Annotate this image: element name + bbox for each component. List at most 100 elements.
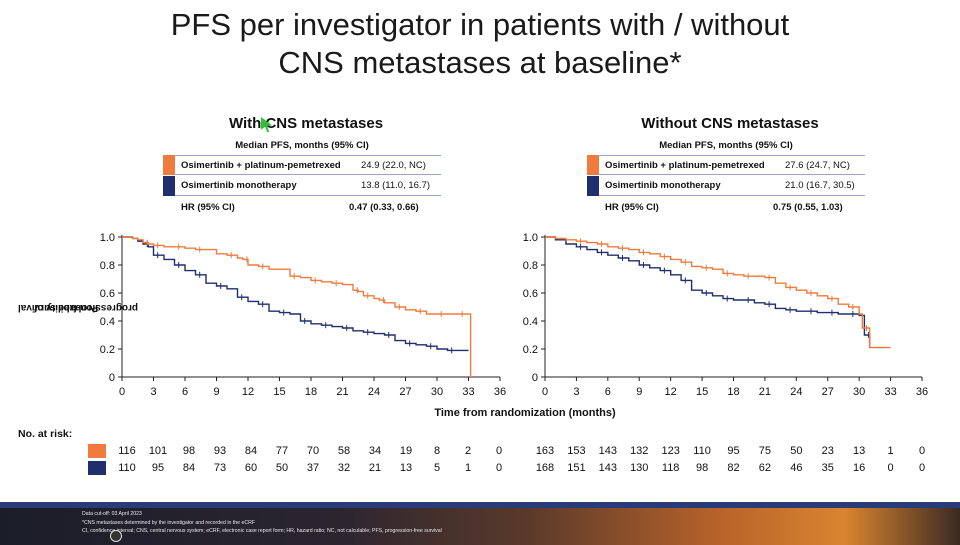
- x-axis-label: Time from randomization (months): [434, 407, 616, 419]
- km-curve-combo: [122, 236, 472, 377]
- table-row-combo: Osimertinib + platinum-pemetrexed 27.6 (…: [587, 155, 865, 175]
- x-tick-label: 3: [150, 386, 156, 398]
- y-tick-label: 1.0: [523, 232, 538, 244]
- y-tick-label: 0.2: [100, 344, 115, 356]
- risk-count: 46: [790, 462, 802, 474]
- risk-swatch-combo: [88, 444, 106, 458]
- legend-swatch-combo: [587, 155, 599, 175]
- x-tick-label: 33: [884, 386, 896, 398]
- risk-count: 50: [790, 445, 802, 457]
- risk-count: 82: [727, 462, 739, 474]
- risk-count: 13: [853, 445, 865, 457]
- y-tick-label: 0.2: [523, 344, 538, 356]
- risk-count: 37: [307, 462, 319, 474]
- median-pfs-table-with-cns: Median PFS, months (95% CI) Osimertinib …: [163, 140, 441, 220]
- risk-count: 0: [919, 462, 925, 474]
- hr-label: HR (95% CI): [181, 201, 235, 213]
- median-value: 24.9 (22.0, NC): [361, 159, 426, 171]
- y-tick-label: 0.6: [523, 288, 538, 300]
- footnote-data-cutoff: Data cut-off: 03 April 2023: [82, 511, 142, 517]
- x-tick-label: 21: [759, 386, 771, 398]
- median-value: 27.6 (24.7, NC): [785, 159, 850, 171]
- median-value: 13.8 (11.0, 16.7): [361, 180, 431, 191]
- x-tick-label: 24: [790, 386, 802, 398]
- risk-count: 123: [661, 445, 679, 457]
- risk-count: 1: [465, 462, 471, 474]
- risk-count: 98: [696, 462, 708, 474]
- table-row-mono: Osimertinib monotherapy 21.0 (16.7, 30.5…: [587, 175, 865, 196]
- risk-count: 0: [496, 462, 502, 474]
- km-curve-mono: [545, 236, 871, 348]
- x-tick-label: 27: [399, 386, 411, 398]
- x-tick-label: 36: [494, 386, 506, 398]
- table-header: Median PFS, months (95% CI): [235, 140, 369, 151]
- km-curves-svg: 00.20.40.60.81.00 3 6 9 12 15 18 21 24 27 30 33 3611…: [100, 232, 928, 474]
- x-tick-label: 18: [727, 386, 739, 398]
- risk-count: 0: [919, 445, 925, 457]
- risk-count: 0: [496, 445, 502, 457]
- risk-count: 130: [630, 462, 648, 474]
- y-tick-label: 0: [109, 372, 115, 384]
- risk-count: 23: [822, 445, 834, 457]
- footer-accent-bar: [0, 502, 960, 508]
- risk-count: 110: [693, 445, 711, 457]
- risk-swatch-mono: [88, 461, 106, 475]
- number-at-risk-label: No. at risk:: [18, 428, 73, 440]
- km-curve-mono: [122, 236, 469, 352]
- table-row-mono: Osimertinib monotherapy 13.8 (11.0, 16.7…: [163, 175, 441, 196]
- risk-count: 151: [567, 462, 585, 474]
- footer-banner: Data cut-off: 03 April 2023 *CNS metasta…: [0, 502, 960, 545]
- risk-count: 1: [888, 445, 894, 457]
- risk-count: 50: [276, 462, 288, 474]
- x-tick-label: 12: [242, 386, 254, 398]
- slide-title-line2: CNS metastases at baseline*: [278, 45, 682, 80]
- risk-count: 8: [434, 445, 440, 457]
- y-tick-label: 0: [532, 372, 538, 384]
- hr-label: HR (95% CI): [605, 201, 659, 213]
- footnote-abbreviations: CI, confidence interval; CNS, central ne…: [82, 528, 442, 534]
- x-tick-label: 6: [605, 386, 611, 398]
- series-label: Osimertinib monotherapy: [181, 180, 297, 191]
- x-tick-label: 9: [213, 386, 219, 398]
- risk-count: 0: [888, 462, 894, 474]
- x-tick-label: 21: [336, 386, 348, 398]
- risk-count: 95: [727, 445, 739, 457]
- hr-value: 0.75 (0.55, 1.03): [773, 201, 843, 213]
- risk-count: 98: [183, 445, 195, 457]
- risk-count: 84: [183, 462, 195, 474]
- x-tick-label: 15: [273, 386, 285, 398]
- risk-count: 2: [465, 445, 471, 457]
- y-tick-label: 0.8: [523, 260, 538, 272]
- risk-count: 35: [822, 462, 834, 474]
- risk-count: 84: [245, 445, 257, 457]
- panel-title-without-cns: Without CNS metastases: [641, 115, 819, 132]
- risk-count: 16: [853, 462, 865, 474]
- x-tick-label: 18: [305, 386, 317, 398]
- play-icon[interactable]: [110, 530, 122, 542]
- series-label: Osimertinib + platinum-pemetrexed: [181, 159, 341, 171]
- series-label: Osimertinib monotherapy: [605, 180, 721, 191]
- y-tick-label: 0.4: [523, 316, 538, 328]
- slide-title: PFS per investigator in patients with / …: [0, 6, 960, 82]
- mouse-cursor-icon: [261, 117, 272, 132]
- x-tick-label: 12: [665, 386, 677, 398]
- km-curve-combo: [545, 236, 891, 349]
- median-value: 21.0 (16.7, 30.5): [785, 180, 855, 191]
- series-label: Osimertinib + platinum-pemetrexed: [605, 159, 765, 171]
- risk-count: 58: [338, 445, 350, 457]
- risk-count: 34: [369, 445, 381, 457]
- risk-count: 116: [118, 445, 136, 457]
- risk-count: 95: [152, 462, 164, 474]
- x-tick-label: 24: [368, 386, 380, 398]
- x-tick-label: 9: [636, 386, 642, 398]
- table-row-hr: HR (95% CI) 0.75 (0.55, 1.03): [587, 197, 865, 217]
- risk-count: 77: [276, 445, 288, 457]
- x-tick-label: 27: [822, 386, 834, 398]
- risk-count: 19: [400, 445, 412, 457]
- x-tick-label: 3: [573, 386, 579, 398]
- x-tick-label: 33: [462, 386, 474, 398]
- risk-count: 60: [245, 462, 257, 474]
- y-tick-label: 0.8: [100, 260, 115, 272]
- x-tick-label: 0: [542, 386, 548, 398]
- legend-swatch-mono: [163, 175, 175, 196]
